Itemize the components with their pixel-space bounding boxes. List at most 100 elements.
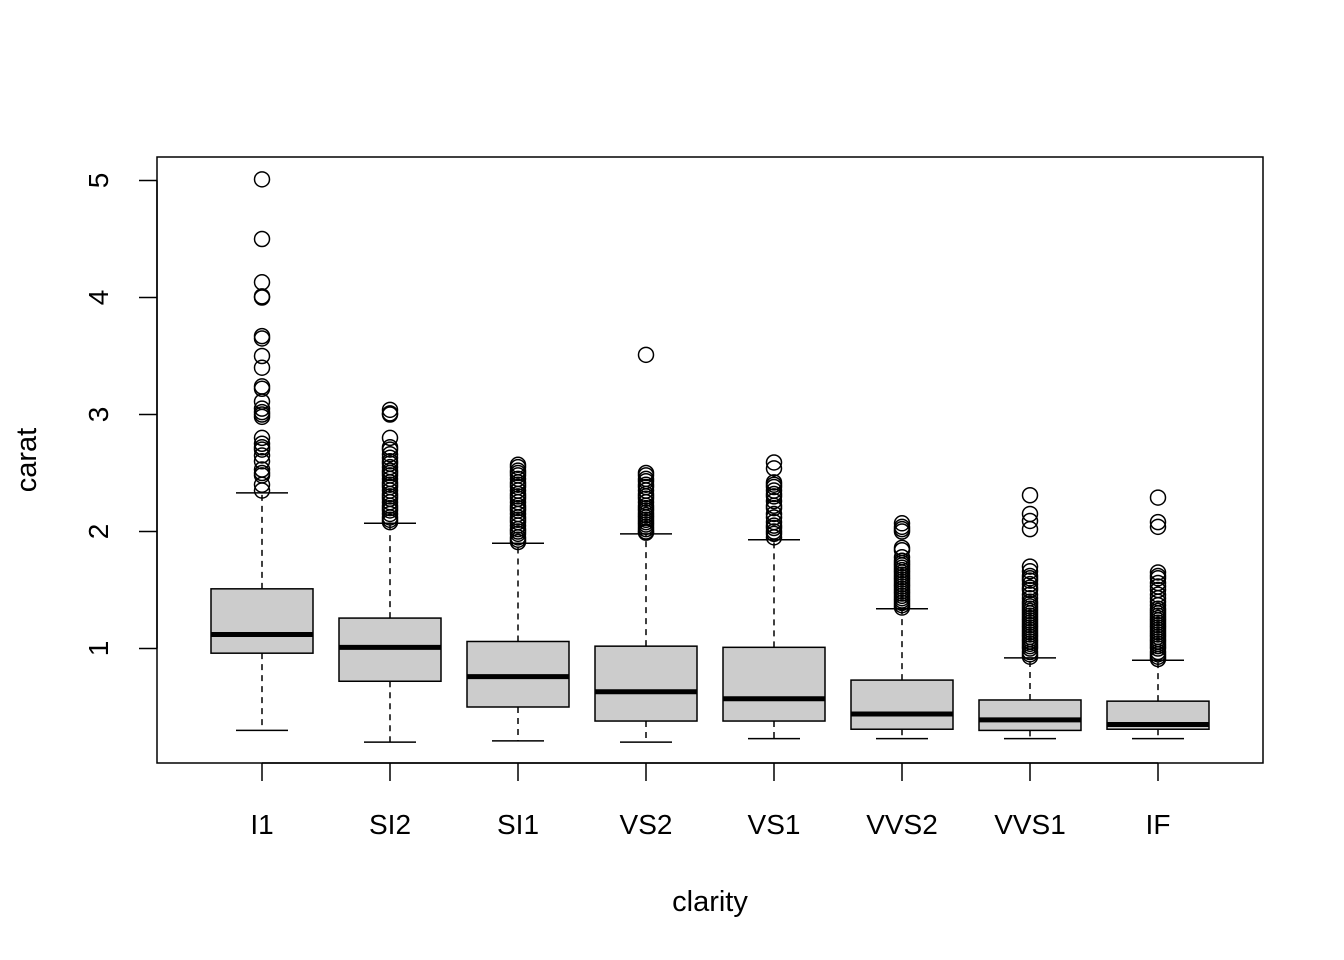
- outlier-point: [765, 474, 783, 491]
- outlier-point: [1149, 586, 1167, 603]
- outlier-point: [637, 464, 655, 482]
- outlier-point: [1149, 564, 1167, 581]
- outlier-point: [1021, 486, 1039, 504]
- outlier-point: [1021, 512, 1039, 530]
- outlier-point: [1021, 589, 1039, 607]
- outlier-point: [253, 230, 271, 248]
- plot-frame: [156, 156, 1264, 764]
- outlier-point: [765, 482, 783, 499]
- y-tick-label: 5: [83, 173, 114, 189]
- outlier-point: [1149, 578, 1167, 595]
- outlier-point: [1021, 558, 1039, 575]
- box-group: [850, 515, 954, 740]
- outlier-point: [253, 400, 271, 417]
- outlier-point: [637, 476, 655, 493]
- outlier-point: [765, 492, 783, 510]
- x-tick-label: I1: [250, 809, 273, 840]
- outlier-point: [253, 403, 271, 421]
- box-iqr: [594, 645, 698, 722]
- x-tick-label: VVS1: [994, 809, 1066, 840]
- outlier-point: [765, 509, 783, 526]
- outlier-point: [509, 470, 527, 488]
- outlier-point: [253, 288, 271, 305]
- outlier-point: [381, 446, 399, 463]
- outlier-point: [1149, 567, 1167, 585]
- outlier-point: [1149, 581, 1167, 599]
- box-group: [210, 171, 314, 732]
- outlier-point: [253, 453, 271, 470]
- outlier-point: [893, 518, 911, 536]
- outlier-point: [1021, 586, 1039, 603]
- y-tick-label: 3: [83, 407, 114, 423]
- outlier-point: [765, 460, 783, 477]
- outlier-point: [253, 464, 271, 482]
- outlier-point: [381, 449, 399, 467]
- outlier-point: [1149, 513, 1167, 531]
- box-iqr: [722, 646, 826, 722]
- outlier-point: [253, 447, 271, 464]
- box-iqr: [210, 588, 314, 654]
- outlier-point: [253, 461, 271, 478]
- outlier-point: [253, 171, 271, 188]
- y-axis: 1 2 3 4 5: [83, 173, 158, 657]
- outlier-point: [253, 274, 271, 291]
- outlier-point: [381, 405, 399, 422]
- box-group: [722, 454, 826, 740]
- outlier-point: [381, 439, 399, 456]
- x-axis-title: clarity: [672, 886, 748, 918]
- x-axis: I1 SI2 SI1 VS2 VS1 VVS2 VVS1 IF: [250, 762, 1171, 840]
- box-iqr: [978, 699, 1082, 732]
- box-group: [466, 456, 570, 742]
- outlier-point: [1021, 563, 1039, 580]
- outlier-point: [253, 347, 271, 365]
- outlier-point: [253, 429, 271, 447]
- outlier-point: [765, 505, 783, 523]
- outlier-point: [765, 485, 783, 503]
- box-group: [1106, 489, 1210, 740]
- x-tick-label: VS2: [620, 809, 673, 840]
- outlier-point: [765, 513, 783, 531]
- outlier-point: [1149, 574, 1167, 592]
- outlier-point: [253, 289, 271, 306]
- outlier-point: [381, 462, 399, 479]
- outlier-point: [1021, 593, 1039, 610]
- outlier-point: [253, 435, 271, 452]
- box-group: [594, 346, 698, 743]
- outlier-point: [893, 539, 911, 557]
- outlier-point: [381, 453, 399, 470]
- y-axis-title: carat: [11, 428, 43, 492]
- outlier-point: [765, 517, 783, 534]
- outlier-point: [253, 359, 271, 376]
- outlier-point: [1149, 600, 1167, 617]
- y-tick-label: 1: [83, 641, 114, 657]
- box-group: [978, 486, 1082, 740]
- outlier-point: [765, 454, 783, 471]
- outlier-point: [1149, 518, 1167, 536]
- outlier-point: [893, 548, 911, 566]
- x-tick-label: SI2: [369, 809, 411, 840]
- outlier-point: [509, 456, 527, 474]
- outlier-point: [637, 346, 655, 364]
- outlier-point: [509, 462, 527, 479]
- box-iqr: [850, 679, 954, 730]
- outlier-point: [893, 515, 911, 532]
- outlier-point: [637, 470, 655, 488]
- outlier-point: [1149, 489, 1167, 506]
- x-tick-label: SI1: [497, 809, 539, 840]
- outlier-point: [253, 378, 271, 395]
- outlier-point: [253, 439, 271, 456]
- outlier-point: [381, 458, 399, 476]
- x-tick-label: VVS2: [866, 809, 938, 840]
- outlier-point: [253, 327, 271, 345]
- outlier-point: [765, 523, 783, 540]
- outlier-point: [1021, 505, 1039, 523]
- x-tick-label: VS1: [748, 809, 801, 840]
- outlier-point: [381, 429, 399, 447]
- x-tick-label: IF: [1146, 809, 1171, 840]
- outlier-point: [1021, 579, 1039, 596]
- y-tick-label: 4: [83, 290, 114, 306]
- box-group: [338, 401, 442, 743]
- outlier-point: [893, 552, 911, 569]
- outlier-point: [1021, 567, 1039, 585]
